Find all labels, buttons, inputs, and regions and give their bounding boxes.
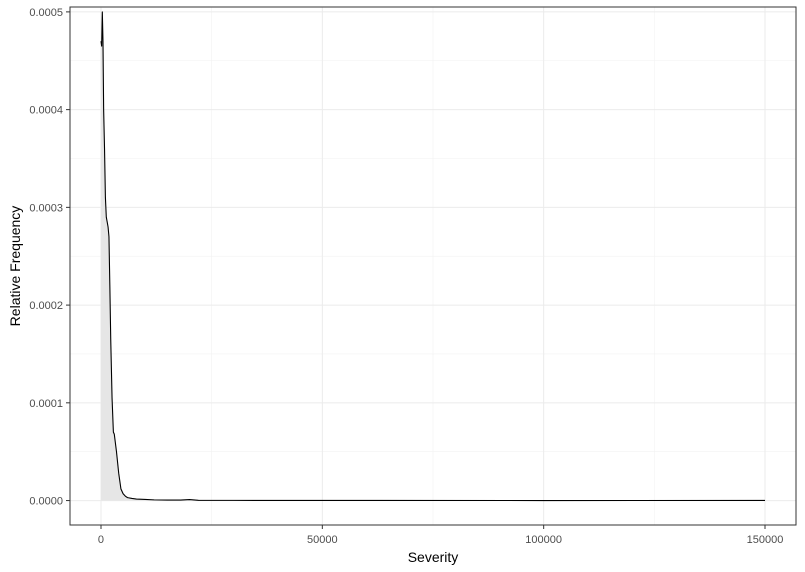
- y-axis-title: Relative Frequency: [7, 206, 23, 327]
- minor-gridlines: [70, 7, 796, 525]
- x-axis-title: Severity: [408, 549, 459, 565]
- major-gridlines: [70, 7, 796, 525]
- x-tick-label: 50000: [307, 534, 338, 546]
- x-tick-label: 100000: [525, 534, 562, 546]
- y-tick-label: 0.0002: [29, 300, 63, 312]
- y-axis: 0.0000 0.0001 0.0002 0.0003 0.0004 0.0005: [29, 7, 70, 508]
- y-tick-label: 0.0003: [29, 202, 63, 214]
- y-tick-label: 0.0004: [29, 105, 63, 117]
- density-line: [100, 11, 766, 502]
- x-axis: 0 50000 100000 150000: [98, 525, 783, 546]
- x-tick-label: 0: [98, 534, 104, 546]
- y-tick-label: 0.0000: [29, 496, 63, 508]
- y-tick-label: 0.0005: [29, 7, 63, 19]
- y-tick-label: 0.0001: [29, 398, 63, 410]
- plot-panel-border: [69, 6, 797, 526]
- x-tick-label: 150000: [747, 534, 784, 546]
